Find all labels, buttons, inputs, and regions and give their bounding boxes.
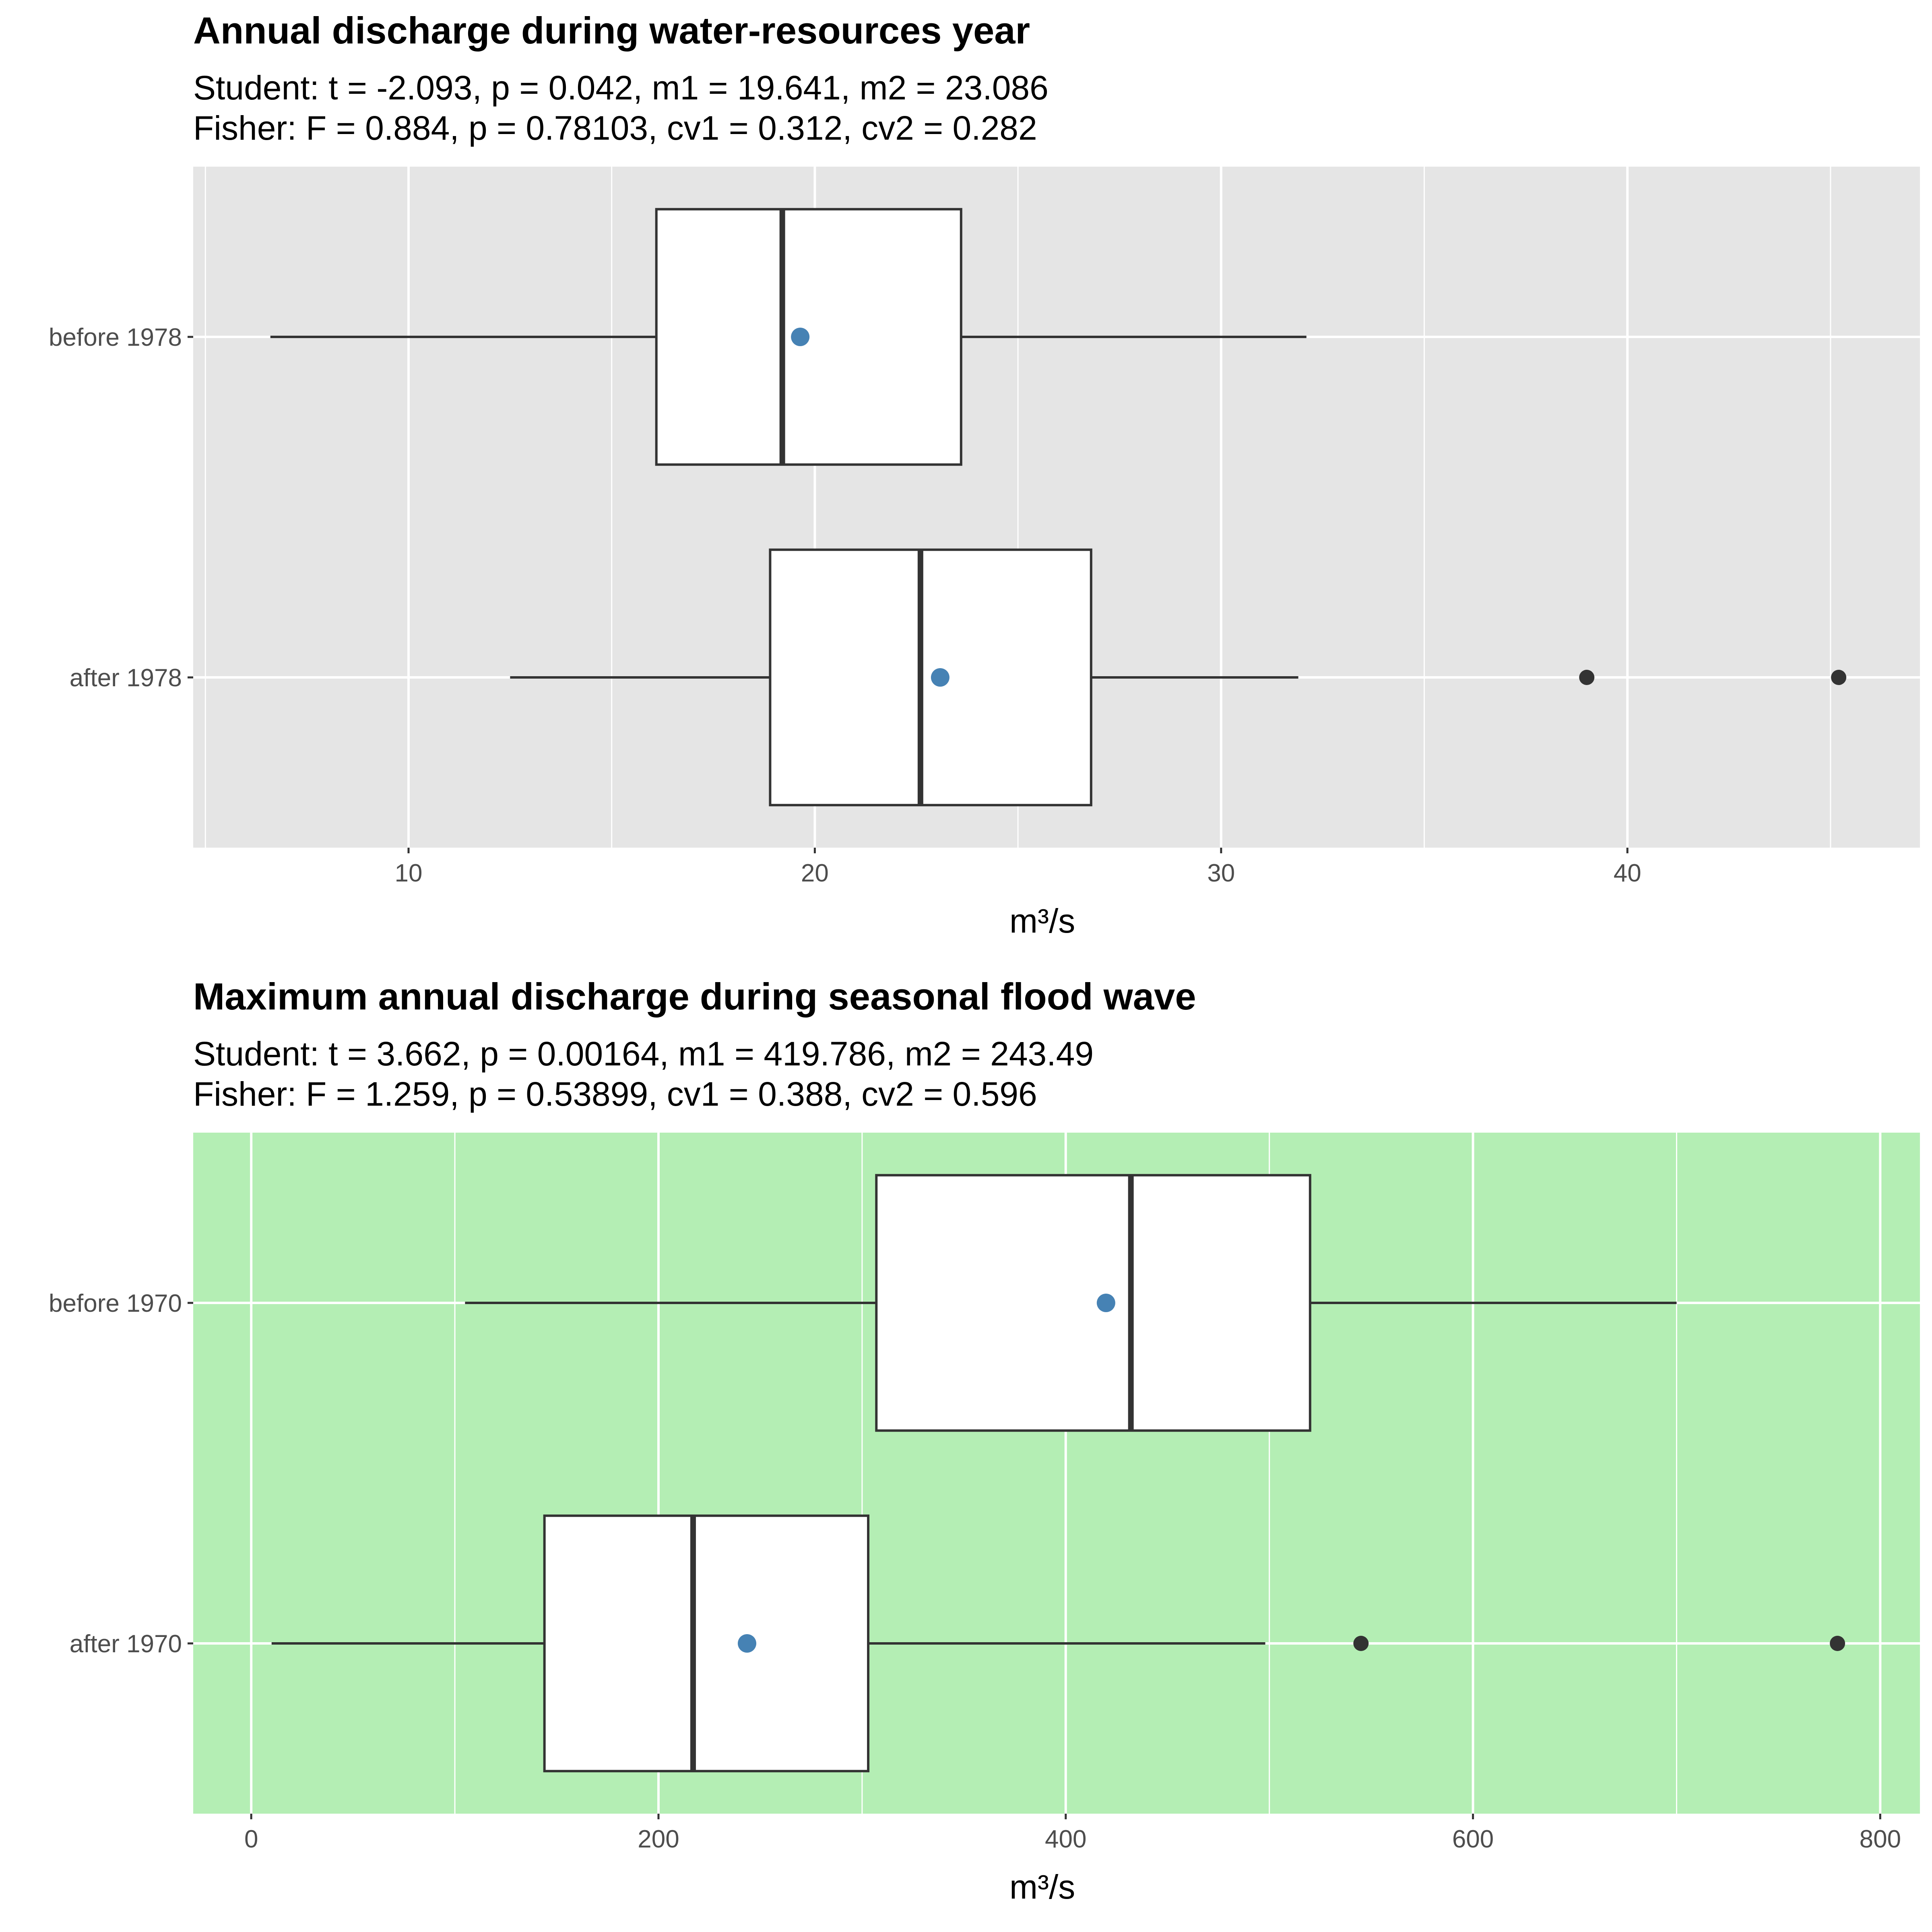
chart-1-x-tick-label: 40 xyxy=(1614,859,1641,887)
chart-2-mean-point xyxy=(1096,1294,1115,1312)
chart-1-x-tick-label: 20 xyxy=(801,859,829,887)
chart-1-box-2 xyxy=(510,548,1847,807)
chart-1-subtitle-line-1: Student: t = -2.093, p = 0.042, m1 = 19.… xyxy=(193,69,1049,107)
chart-1-x-tick-label: 10 xyxy=(395,859,423,887)
chart-1-iqr-box xyxy=(769,548,1092,807)
chart-1: 10 20 30 40 before 1978 after 1978 xyxy=(49,167,1920,887)
chart-2: 0 200 400 600 800 before 1970 after 1970 xyxy=(49,1133,1920,1853)
chart-2-y-tick-label: before 1970 xyxy=(49,1290,182,1317)
chart-2-box-1 xyxy=(465,1174,1677,1432)
chart-2-y-tick-label: after 1970 xyxy=(70,1630,182,1658)
chart-2-x-tick-label: 400 xyxy=(1045,1825,1086,1853)
chart-1-outlier-point xyxy=(1831,670,1847,685)
chart-2-subtitle-line-1: Student: t = 3.662, p = 0.00164, m1 = 41… xyxy=(193,1035,1094,1073)
chart-2-outlier-point xyxy=(1353,1636,1369,1651)
chart-1-y-tick-label: after 1978 xyxy=(70,664,182,692)
chart-2-x-tick-label: 600 xyxy=(1452,1825,1494,1853)
chart-1-box-1 xyxy=(270,208,1307,466)
chart-2-box-2 xyxy=(271,1514,1845,1773)
chart-2-title: Maximum annual discharge during seasonal… xyxy=(193,975,1196,1018)
chart-2-subtitle-line-2: Fisher: F = 1.259, p = 0.53899, cv1 = 0.… xyxy=(193,1075,1037,1113)
chart-1-mean-point xyxy=(791,328,810,346)
chart-1-y-tick-label: before 1978 xyxy=(49,324,182,351)
chart-2-x-tick-label: 0 xyxy=(244,1825,258,1853)
chart-1-mean-point xyxy=(931,668,949,687)
chart-2-outlier-point xyxy=(1830,1636,1845,1651)
chart-1-x-axis-label: m³/s xyxy=(1009,902,1075,940)
chart-1-outlier-point xyxy=(1579,670,1595,685)
chart-2-x-axis-label: m³/s xyxy=(1009,1868,1075,1906)
chart-2-iqr-box xyxy=(543,1514,870,1773)
chart-1-title: Annual discharge during water-resources … xyxy=(193,9,1030,52)
chart-2-iqr-box xyxy=(875,1174,1311,1432)
chart-2-mean-point xyxy=(737,1634,756,1653)
chart-2-x-tick-label: 200 xyxy=(638,1825,679,1853)
chart-1-x-tick-label: 30 xyxy=(1207,859,1235,887)
chart-1-subtitle-line-2: Fisher: F = 0.884, p = 0.78103, cv1 = 0.… xyxy=(193,109,1037,147)
chart-2-x-tick-label: 800 xyxy=(1860,1825,1901,1853)
